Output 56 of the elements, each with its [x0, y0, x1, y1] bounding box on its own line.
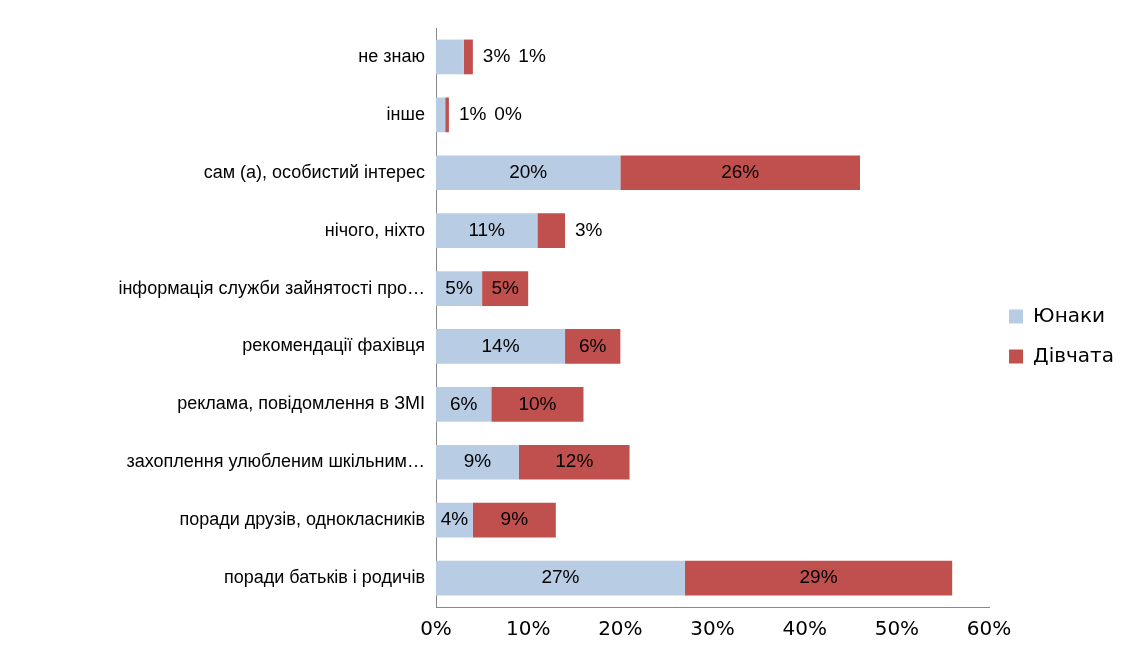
bar	[436, 39, 464, 75]
bar	[684, 560, 953, 596]
y-tick-label: нічого, ніхто	[324, 219, 425, 240]
y-tick-label: поради друзів, однокласників	[179, 509, 425, 530]
bar	[491, 386, 584, 422]
data-label: 9%	[500, 508, 529, 530]
x-tick-label: 0%	[420, 616, 452, 641]
bar	[445, 97, 449, 133]
data-label: 3%	[575, 218, 603, 240]
bar	[436, 329, 566, 364]
y-tick-label: захоплення улюбленим шкільним…	[126, 451, 425, 472]
x-tick-label: 40%	[782, 616, 827, 641]
bar	[463, 39, 473, 75]
bar	[436, 155, 621, 191]
bar	[518, 444, 630, 480]
bar	[620, 155, 861, 191]
x-tick-label: 60%	[966, 616, 1012, 641]
data-label: 11%	[468, 218, 506, 240]
bar	[436, 97, 446, 133]
data-label: 5%	[491, 276, 519, 298]
y-tick-label: не знаю	[358, 45, 425, 66]
y-tick-label: поради батьків і родичів	[223, 567, 425, 588]
bar	[436, 560, 685, 596]
data-label: 6%	[578, 334, 607, 356]
data-label: 6%	[449, 392, 478, 414]
data-label: 1%	[518, 45, 546, 67]
x-tick-label: 10%	[505, 616, 551, 641]
data-label: 1%	[458, 103, 487, 125]
x-tick-label: 20%	[598, 616, 643, 641]
data-label: 29%	[799, 566, 838, 588]
data-label: 5%	[445, 276, 473, 298]
bar	[565, 329, 621, 364]
x-tick-label: 30%	[690, 616, 735, 641]
legend-label: Дівчата	[1033, 342, 1115, 367]
data-label: 12%	[555, 450, 594, 472]
data-label: 27%	[541, 566, 580, 588]
data-label: 20%	[509, 160, 548, 182]
legend-label: Юнаки	[1033, 302, 1106, 327]
bar	[537, 213, 566, 249]
data-label: 3%	[482, 45, 511, 67]
y-tick-label: сам (а), особистий інтерес	[203, 161, 425, 182]
data-label: 4%	[440, 508, 469, 530]
bar	[436, 444, 519, 480]
y-tick-label: рекомендації фахівця	[242, 335, 425, 356]
data-label: 10%	[518, 392, 557, 414]
bar	[472, 502, 556, 538]
data-label: 0%	[494, 103, 522, 125]
bar	[436, 386, 492, 422]
x-tick-label: 50%	[874, 616, 920, 641]
bar	[436, 213, 538, 249]
data-label: 26%	[721, 160, 760, 182]
y-tick-label: реклама, повідомлення в ЗМІ	[177, 393, 425, 414]
data-label: 14%	[481, 334, 520, 356]
y-tick-label: інше	[386, 103, 425, 124]
y-tick-label: інформація служби зайнятості про…	[118, 277, 425, 298]
data-label: 9%	[463, 450, 492, 472]
